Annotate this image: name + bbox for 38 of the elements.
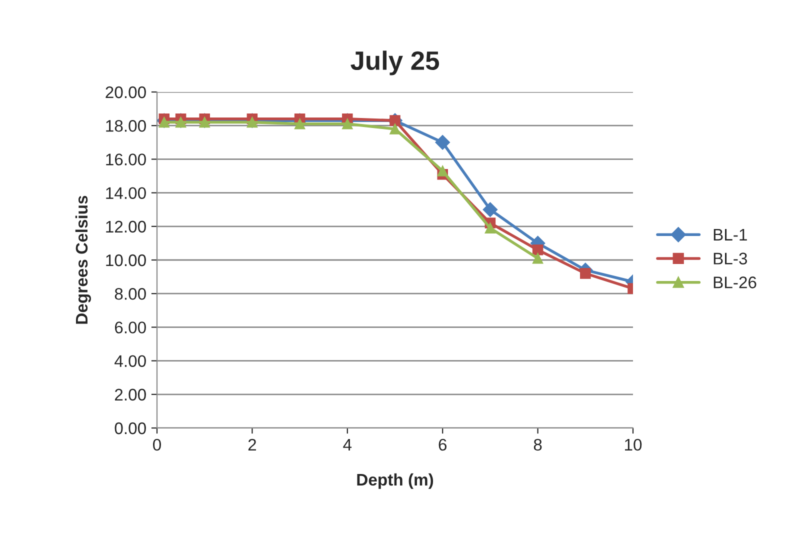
- point: [199, 116, 210, 128]
- y-axis-title: Degrees Celsius: [75, 196, 91, 324]
- y-tick-label: 18.00: [106, 120, 146, 132]
- y-tick-label: 14.00: [106, 187, 146, 200]
- legend-label: BL-26: [714, 276, 756, 288]
- x-tick-label: 10: [625, 438, 642, 451]
- y-tick-label: 8.00: [114, 288, 146, 300]
- point: [532, 252, 544, 264]
- x-axis-title: Depth (m): [357, 473, 434, 489]
- legend-label: BL-3: [714, 252, 747, 264]
- point: [390, 124, 400, 134]
- y-tick-label: 4.00: [114, 355, 146, 368]
- point: [484, 222, 496, 234]
- y-tick-label: 6.00: [114, 322, 146, 334]
- point: [390, 115, 400, 126]
- y-tick-label: 16.00: [106, 154, 146, 166]
- chart-title: July 25: [350, 50, 440, 76]
- point: [175, 116, 186, 128]
- x-tick-label: 8: [534, 438, 542, 451]
- y-tick-label: 0.00: [114, 422, 146, 434]
- point: [437, 166, 448, 176]
- x-tick-label: 2: [248, 438, 256, 450]
- point: [246, 116, 258, 128]
- y-tick-label: 2.00: [114, 388, 146, 401]
- point: [532, 244, 544, 256]
- y-tick-label: 20.00: [106, 86, 146, 98]
- point: [580, 268, 591, 279]
- x-tick-label: 6: [438, 438, 446, 451]
- point: [435, 135, 450, 150]
- point: [482, 202, 498, 217]
- x-tick-label: 0: [153, 438, 161, 451]
- legend-label: BL-1: [714, 228, 747, 240]
- y-tick-label: 12.00: [106, 220, 146, 233]
- y-tick-label: 10.00: [106, 254, 146, 266]
- point: [342, 118, 353, 130]
- x-tick-label: 4: [343, 439, 352, 450]
- point: [294, 118, 306, 130]
- point: [158, 116, 170, 128]
